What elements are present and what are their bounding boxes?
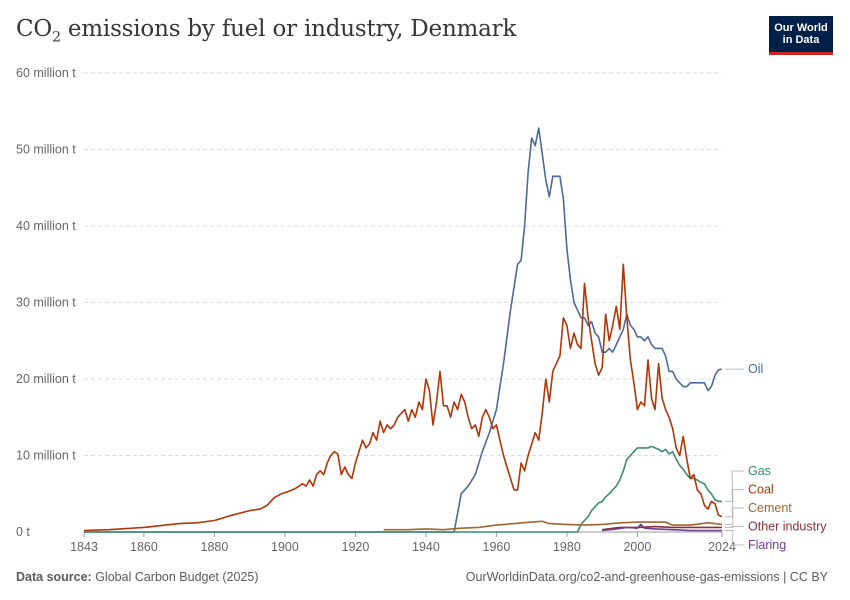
- y-tick-label: 20 million t: [16, 372, 76, 386]
- y-tick-label: 60 million t: [16, 66, 76, 80]
- series-line-flaring[interactable]: [602, 523, 722, 532]
- x-tick-label: 1960: [483, 540, 511, 554]
- label-connector: [725, 470, 744, 502]
- series-line-oil[interactable]: [84, 127, 723, 533]
- data-source-text: Global Carbon Budget (2025): [91, 570, 259, 584]
- x-tick-label: 1843: [70, 540, 98, 554]
- series-label-gas[interactable]: Gas: [748, 464, 771, 478]
- label-connector: [725, 526, 744, 528]
- logo-line-2: in Data: [782, 34, 820, 46]
- owid-logo[interactable]: Our World in Data: [769, 16, 833, 55]
- series-line-coal[interactable]: [83, 263, 723, 532]
- y-tick-label: 10 million t: [16, 449, 76, 463]
- label-connector: [725, 530, 744, 546]
- logo-line-1: Our World: [774, 22, 828, 34]
- x-tick-label: 1880: [201, 540, 229, 554]
- data-source: Data source: Global Carbon Budget (2025): [16, 570, 259, 584]
- y-tick-label: 50 million t: [16, 143, 76, 157]
- series-label-cement[interactable]: Cement: [748, 501, 792, 515]
- y-tick-label: 30 million t: [16, 296, 76, 310]
- label-connector: [725, 489, 744, 518]
- x-tick-label: 2000: [623, 540, 651, 554]
- y-tick-label: 40 million t: [16, 219, 76, 233]
- x-tick-label: 1980: [553, 540, 581, 554]
- series-label-coal[interactable]: Coal: [748, 483, 774, 497]
- series-line-gas[interactable]: [84, 445, 722, 533]
- x-tick-label: 1900: [271, 540, 299, 554]
- chart-title: CO2 emissions by fuel or industry, Denma…: [16, 16, 517, 46]
- series-line-cement[interactable]: [383, 520, 723, 531]
- x-tick-label: 1860: [130, 540, 158, 554]
- y-tick-label: 0 t: [16, 525, 30, 539]
- data-source-label: Data source:: [16, 570, 92, 584]
- series-label-other-industry[interactable]: Other industry: [748, 520, 827, 534]
- x-tick-label: 1940: [412, 540, 440, 554]
- x-tick-label: 1920: [342, 540, 370, 554]
- series-label-oil[interactable]: Oil: [748, 362, 763, 376]
- series-label-flaring[interactable]: Flaring: [748, 538, 786, 552]
- label-connector: [725, 507, 744, 525]
- x-tick-label: 2024: [708, 540, 736, 554]
- footer-url[interactable]: OurWorldinData.org/co2-and-greenhouse-ga…: [465, 570, 828, 584]
